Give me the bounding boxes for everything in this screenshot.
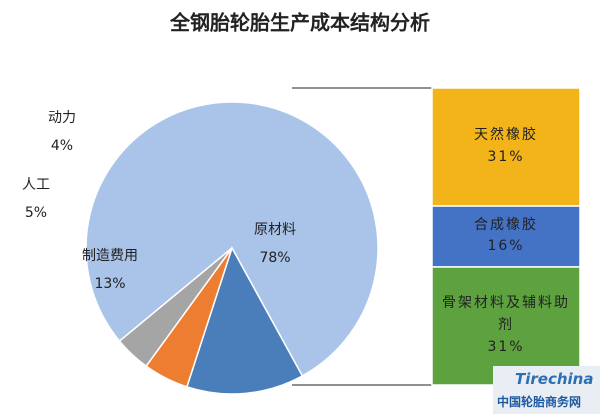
pie-value-label: 13% bbox=[94, 276, 125, 292]
pie-label: 制造费用 bbox=[82, 248, 138, 264]
chart-title: 全钢胎轮胎生产成本结构分析 bbox=[169, 11, 430, 35]
bar-value-label: 31% bbox=[487, 338, 525, 355]
pie-slice bbox=[185, 246, 304, 395]
bar-label: 天然橡胶 31% bbox=[432, 88, 580, 206]
bar-category: 天然橡胶 bbox=[474, 127, 538, 144]
pie-value-label: 4% bbox=[51, 138, 73, 154]
pie-value-label: 78% bbox=[259, 250, 290, 266]
bar-category: 合成橡胶 bbox=[474, 216, 538, 233]
bar-label: 骨架材料及辅料助剂 31% bbox=[432, 267, 580, 385]
bar-category: 骨架材料及辅料助剂 bbox=[442, 295, 570, 334]
pie-value-label: 5% bbox=[25, 205, 47, 221]
watermark-text: 中国轮胎商务网 bbox=[497, 395, 582, 409]
pie-label: 原材料 bbox=[254, 222, 296, 238]
bar-value-label: 31% bbox=[487, 149, 525, 166]
watermark-logo: Tirechina bbox=[515, 370, 594, 388]
bar-value-label: 16% bbox=[487, 238, 525, 255]
pie-slice bbox=[118, 247, 233, 368]
bar-segment bbox=[431, 205, 581, 268]
pie-label: 动力 bbox=[48, 110, 76, 126]
pie-label: 人工 bbox=[22, 177, 50, 193]
bar-label: 合成橡胶 16% bbox=[432, 206, 580, 267]
bar-segment bbox=[431, 266, 581, 386]
bar-segment bbox=[431, 87, 581, 207]
watermark: Tirechina 中国轮胎商务网 bbox=[493, 366, 600, 414]
